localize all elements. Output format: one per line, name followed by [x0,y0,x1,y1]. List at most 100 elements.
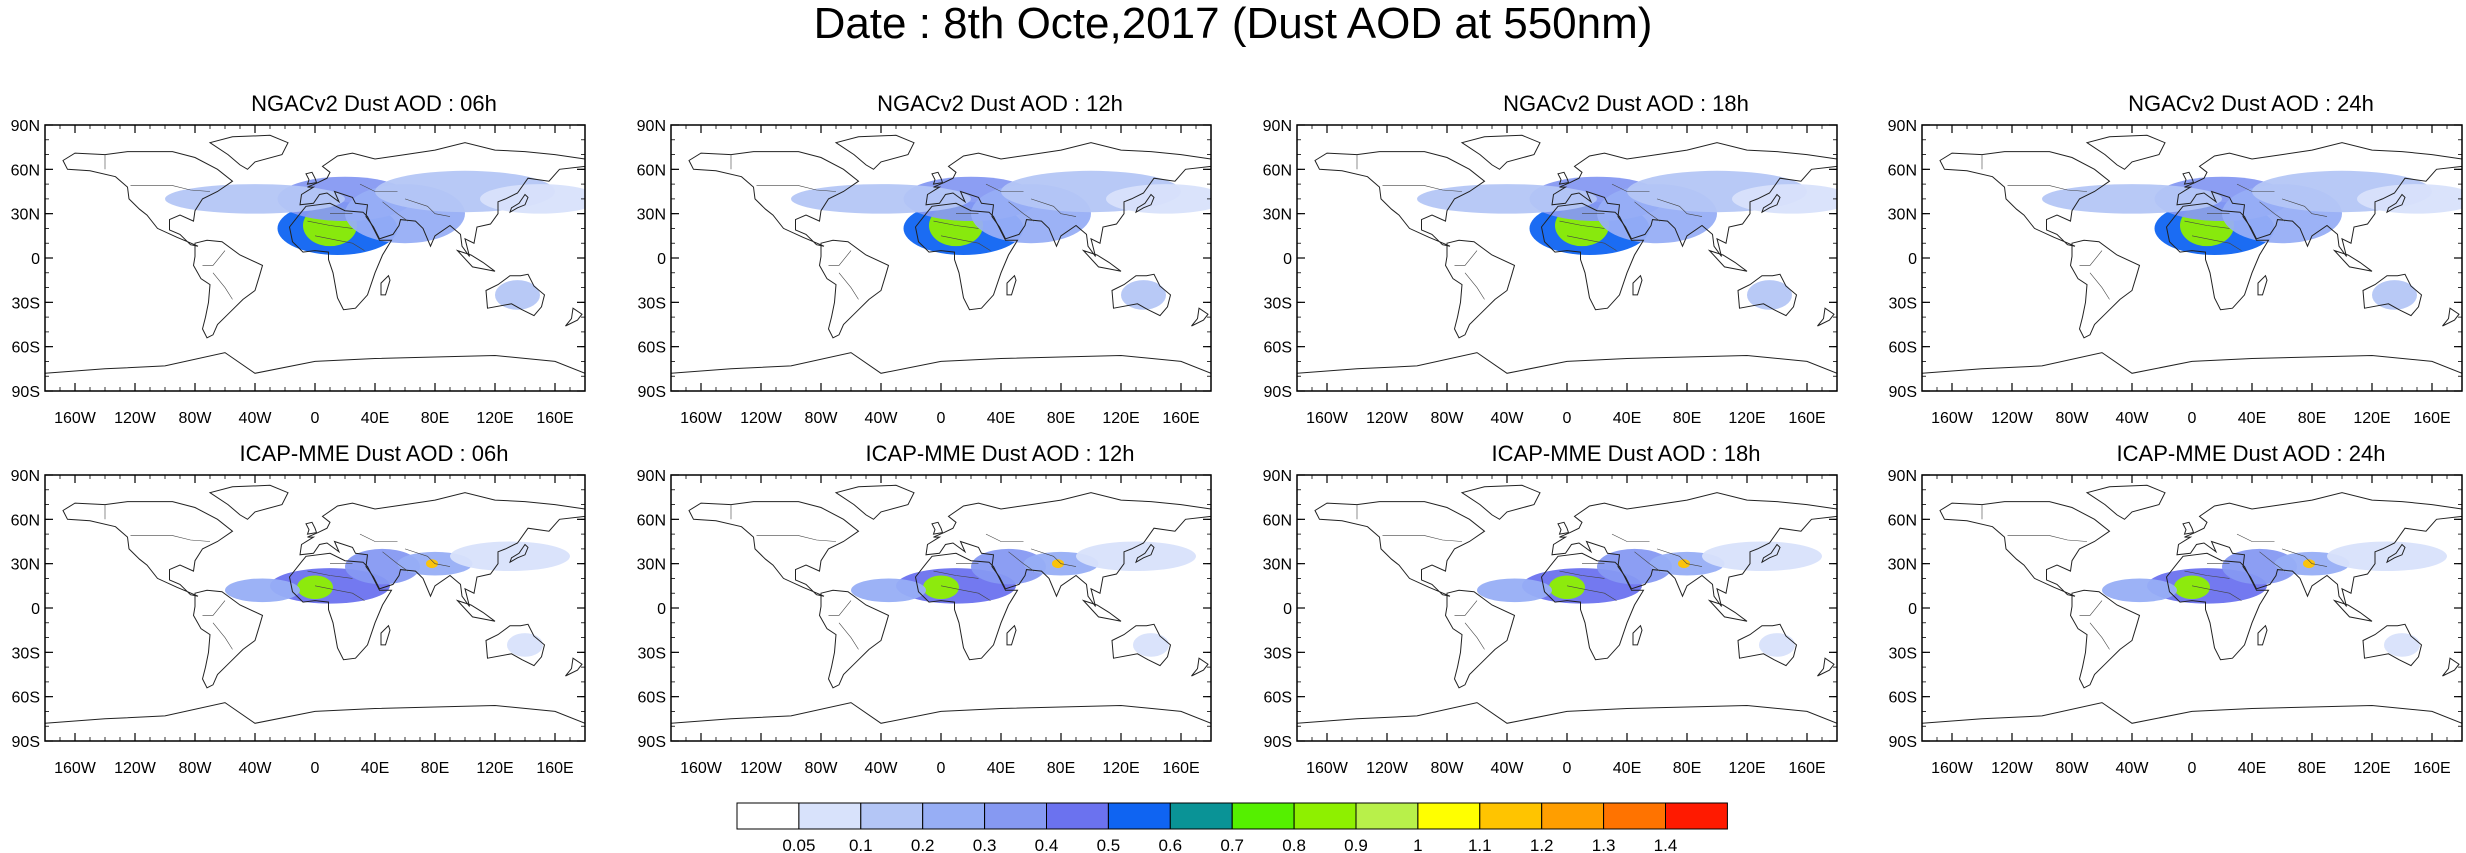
country-border [1464,272,1485,300]
coastline-africa [914,202,1019,311]
coastline-south-america [818,239,890,339]
lon-tick-label: 120E [1728,410,1765,427]
panel-title-icap-06h: ICAP-MME Dust AOD : 06h [239,441,509,466]
lon-tick-label: 80W [2056,410,2090,427]
aod-blob [1133,633,1169,657]
aod-blob [495,280,540,310]
coastline-south-america [192,589,264,689]
lat-tick-label: 30N [637,207,666,224]
coastline-new-zealand [2442,657,2460,677]
lon-tick-label: 80E [1673,410,1701,427]
map-panel: 90N 60N 30N 0 30S 60S 90S 160W 120W 80W 40W 0 40E 80E… [1263,118,1838,427]
coastline-north-america [688,151,860,247]
country-border [2259,201,2286,222]
coastline-new-zealand [1817,657,1835,677]
colorbar-swatch [1293,802,1357,830]
map-background [671,475,1211,741]
lat-tick-label: 0 [1908,251,1917,268]
coastline-greenland [2085,484,2166,520]
colorbar-swatch [1541,802,1605,830]
coastline-indonesia [2332,599,2373,622]
country-border [1454,600,1478,616]
coastline-south-america [818,589,890,689]
lon-tick-label: 40E [2238,410,2266,427]
lon-tick-label: 40W [1491,760,1525,777]
coastline-antarctica [1297,702,1837,741]
coastline-eurasia [925,492,1211,607]
lon-tick-label: 160W [1931,410,1974,427]
coastline-north-america [1939,501,2111,597]
colorbar-label: 1.2 [1530,836,1554,853]
lon-tick-label: 80W [179,410,213,427]
lat-tick-label: 60N [1263,162,1292,179]
country-border [828,600,852,616]
lon-tick-label: 120E [1728,760,1765,777]
coastline-uk [2182,171,2195,185]
lat-tick-label: 60N [1888,512,1917,529]
aod-blob [2357,184,2462,214]
country-border [202,600,226,616]
country-border [985,533,1024,542]
aod-blob [426,559,438,569]
colorbar-swatch [984,802,1047,830]
lon-tick-label: 160W [1306,760,1349,777]
lon-tick-label: 160E [536,410,573,427]
coastline-uk [305,521,318,535]
coastline-africa [2165,552,2270,661]
lon-tick-label: 160W [54,410,97,427]
colorbar-label: 0.7 [1220,836,1244,853]
country-border [2259,551,2286,572]
country-border [2281,198,2328,217]
lon-tick-label: 40E [361,410,389,427]
country-border [1382,535,1463,542]
coastline-uk [1557,521,1570,535]
aod-blob [297,575,333,600]
coastline-japan [2386,193,2406,214]
coastline-africa [288,552,393,661]
coastline-indonesia [1081,249,1122,272]
lat-tick-label: 90N [1888,118,1917,135]
coastline-indonesia [455,599,496,622]
colorbar-label: 0.5 [1097,836,1121,853]
coastline-antarctica [671,702,1211,741]
country-border [1008,551,1035,572]
coastline-madagascar [1632,624,1643,646]
colorbar-swatch [1479,802,1543,830]
lon-tick-label: 0 [1563,410,1572,427]
lon-tick-label: 40E [361,760,389,777]
country-border [933,220,979,229]
lat-tick-label: 0 [31,251,40,268]
coastline-madagascar [380,274,391,296]
aod-blob [2327,541,2447,572]
lat-tick-label: 60S [12,690,40,707]
map-background [671,125,1211,391]
lat-tick-label: 90S [638,734,666,751]
aod-blob [1106,184,1211,214]
colorbar-label: 0.4 [1035,836,1059,853]
lat-tick-label: 0 [1283,251,1292,268]
lon-tick-label: 120E [1102,760,1139,777]
coastline-greenland [834,134,915,170]
lat-tick-label: 60N [637,512,666,529]
lat-tick-label: 90N [637,118,666,135]
aod-blob [1702,541,1822,572]
aod-blob [1597,548,1672,585]
country-border [1464,622,1485,650]
country-border [2089,622,2110,650]
aod-blob [1052,559,1064,569]
coastline-north-america [62,151,234,247]
lat-tick-label: 30S [1889,645,1917,662]
lon-tick-label: 160E [1162,410,1199,427]
country-border [1634,201,1661,222]
map-background [45,125,585,391]
country-border [202,250,226,266]
coastline-africa [1540,202,1645,311]
country-border [314,585,365,601]
lon-tick-label: 120W [1991,760,2034,777]
colorbar-swatch [1417,802,1481,830]
lon-tick-label: 120E [476,760,513,777]
lon-tick-label: 40E [987,760,1015,777]
coastline-australia [2362,623,2423,667]
coastline-uk [931,171,944,185]
